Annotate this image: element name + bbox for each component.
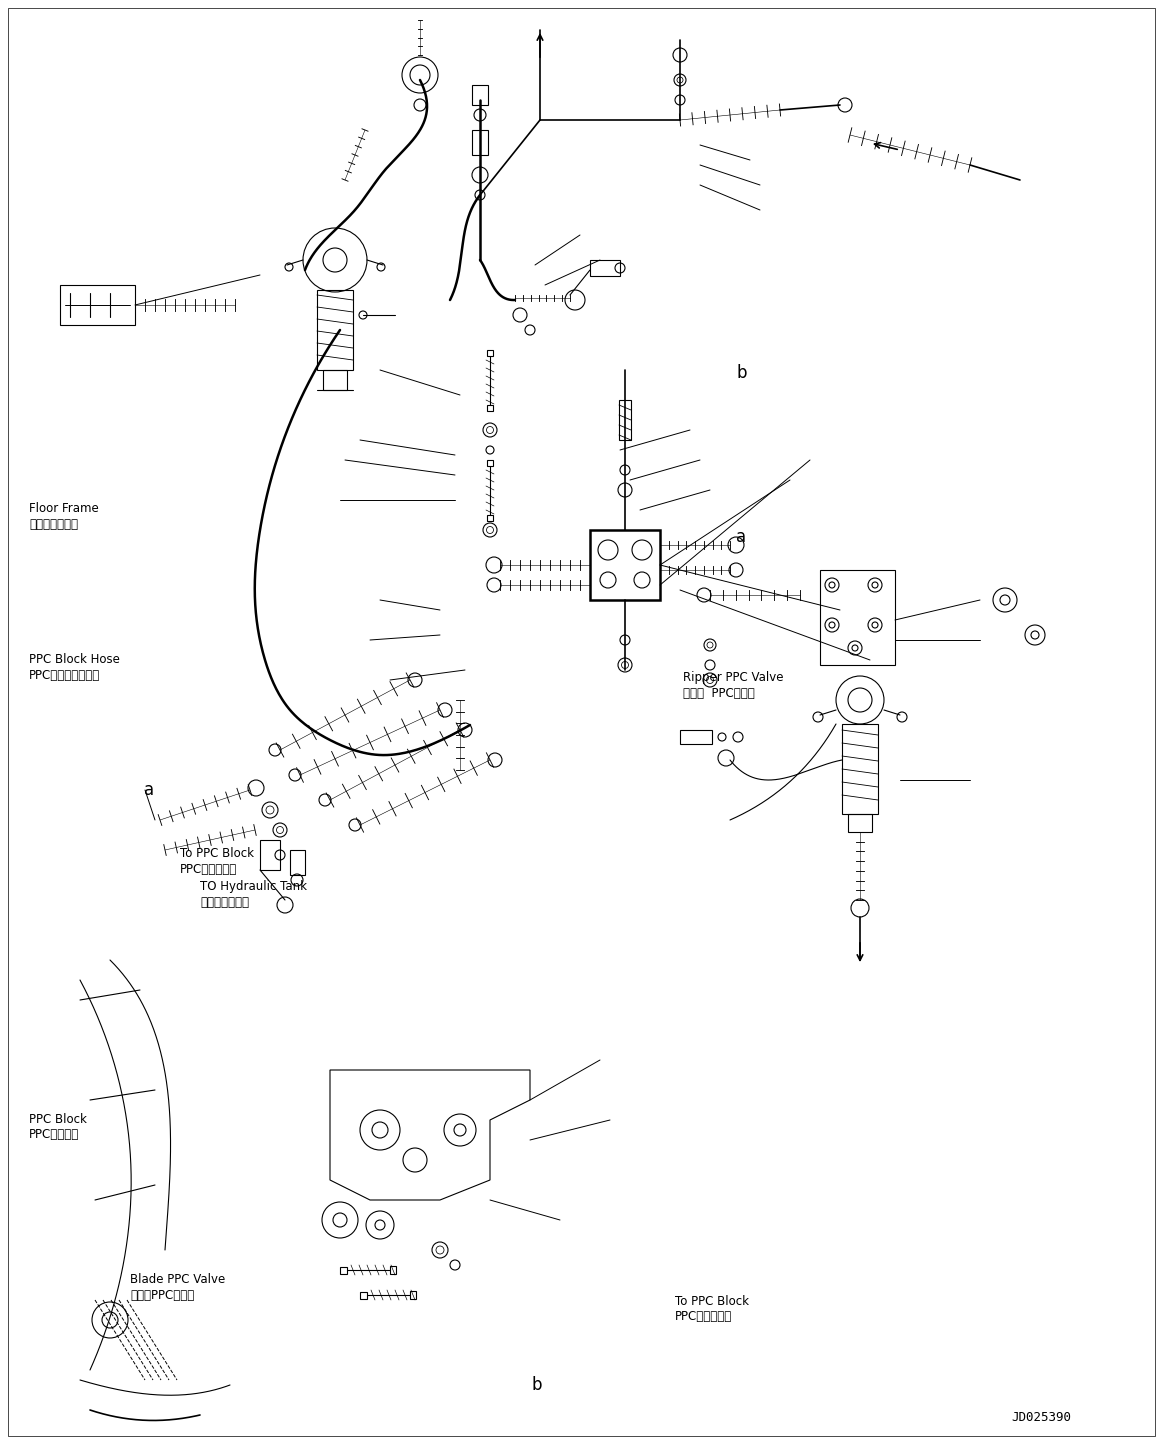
Bar [290,851,305,875]
Bar [487,404,493,412]
Text: b: b [531,1376,542,1393]
Text: To PPC Block: To PPC Block [675,1294,749,1308]
Bar [60,284,135,325]
Text: PPC Block Hose: PPC Block Hose [29,653,120,667]
Text: ブレーPPCバルブ: ブレーPPCバルブ [130,1288,194,1302]
Bar [390,1266,395,1274]
Text: PPC Block: PPC Block [29,1112,87,1126]
Bar [487,461,493,466]
Bar [411,1291,416,1300]
Bar [361,1292,368,1300]
Bar [680,731,712,744]
Text: PPCブロックへ: PPCブロックへ [180,862,237,877]
Bar [487,516,493,521]
Bar [487,349,493,357]
Text: TO Hydraulic Tank: TO Hydraulic Tank [200,879,307,894]
Bar [472,130,488,155]
Bar [340,1266,347,1274]
Bar [590,530,659,601]
Bar [820,570,896,666]
Bar [472,85,488,105]
Text: a: a [144,781,155,799]
Text: フロアフレーム: フロアフレーム [29,517,78,531]
Text: Blade PPC Valve: Blade PPC Valve [130,1272,226,1287]
Text: PPCブロック: PPCブロック [29,1128,79,1142]
Text: リッパ  PPCバルブ: リッパ PPCバルブ [683,686,755,700]
Bar [619,400,632,440]
Text: To PPC Block: To PPC Block [180,846,255,861]
Text: Ripper PPC Valve: Ripper PPC Valve [683,670,783,684]
Text: b: b [736,364,747,381]
Text: PPCブロックホース: PPCブロックホース [29,669,100,683]
Text: Floor Frame: Floor Frame [29,501,99,516]
Bar [261,840,280,869]
Text: 作動油タンクへ: 作動油タンクへ [200,895,249,910]
Bar [323,370,347,390]
Bar [590,260,620,276]
Text: a: a [736,529,747,546]
Bar [317,290,354,370]
Bar [848,814,872,832]
Text: PPCブロックへ: PPCブロックへ [675,1310,732,1324]
Bar [842,723,878,814]
Text: JD025390: JD025390 [1012,1411,1072,1424]
